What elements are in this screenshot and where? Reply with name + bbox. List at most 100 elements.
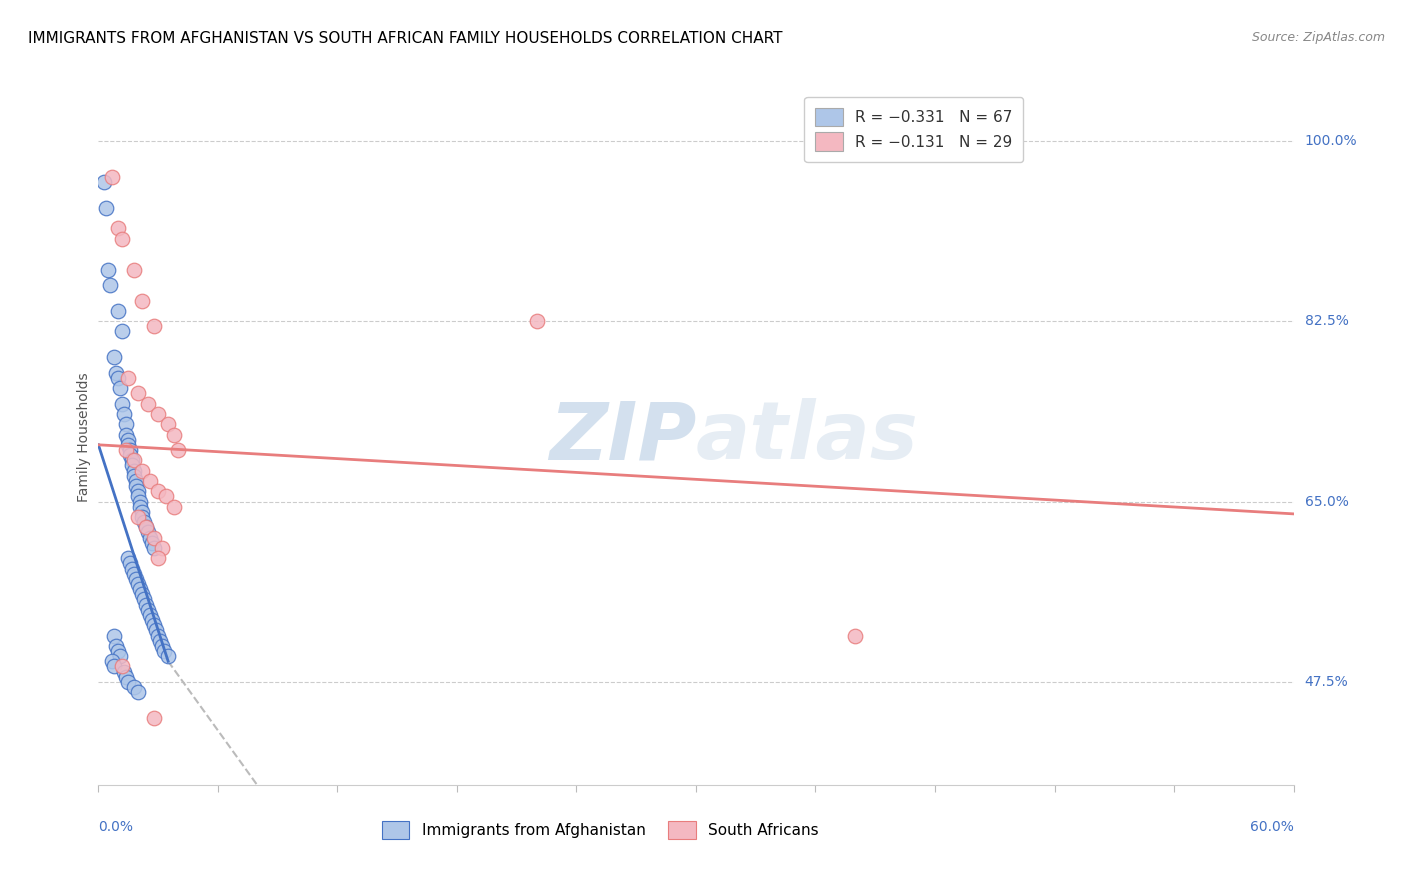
Point (120, 448, 142, 462)
Text: 47.5%: 47.5% (1305, 675, 1348, 689)
Point (111, 396, 134, 410)
Point (127, 386, 149, 401)
Point (136, 525, 159, 540)
Point (121, 453, 143, 467)
Point (148, 484, 170, 499)
Point (148, 628, 170, 642)
Point (98, 278, 122, 293)
Point (125, 474, 148, 488)
Point (112, 407, 135, 421)
Point (93, 175, 115, 189)
Point (117, 433, 139, 447)
Text: ZIP: ZIP (548, 398, 696, 476)
Point (135, 520, 157, 534)
Point (131, 293, 153, 308)
Point (125, 479, 148, 493)
Text: 65.0%: 65.0% (1305, 494, 1348, 508)
Point (167, 442, 190, 457)
Point (129, 500, 152, 514)
Point (125, 572, 148, 586)
Point (155, 489, 177, 503)
Point (107, 303, 129, 318)
Text: Source: ZipAtlas.com: Source: ZipAtlas.com (1251, 31, 1385, 45)
Point (124, 453, 146, 467)
Text: IMMIGRANTS FROM AFGHANISTAN VS SOUTH AFRICAN FAMILY HOUSEHOLDS CORRELATION CHART: IMMIGRANTS FROM AFGHANISTAN VS SOUTH AFR… (28, 31, 783, 46)
Text: atlas: atlas (696, 398, 918, 476)
Legend: Immigrants from Afghanistan, South Africans: Immigrants from Afghanistan, South Afric… (374, 813, 827, 847)
Point (526, 314, 548, 328)
Point (111, 659, 134, 673)
Point (124, 566, 146, 581)
Point (163, 427, 186, 442)
Point (117, 551, 139, 566)
Point (105, 366, 128, 380)
Point (127, 685, 149, 699)
Point (129, 494, 152, 508)
Point (97, 262, 120, 277)
Point (157, 649, 180, 664)
Point (136, 603, 159, 617)
Text: 0.0%: 0.0% (98, 820, 134, 834)
Point (117, 438, 139, 452)
Point (135, 520, 157, 534)
Point (136, 396, 159, 410)
Point (134, 592, 156, 607)
Point (153, 644, 176, 658)
Point (148, 551, 170, 566)
Point (143, 711, 166, 725)
Point (115, 670, 138, 684)
Point (124, 680, 146, 694)
Point (111, 325, 134, 339)
Point (141, 535, 163, 549)
Text: 100.0%: 100.0% (1305, 134, 1357, 148)
Text: 82.5%: 82.5% (1305, 314, 1348, 328)
Point (103, 659, 125, 673)
Point (115, 442, 138, 457)
Point (131, 505, 153, 519)
Point (150, 541, 173, 555)
Point (143, 541, 166, 555)
Text: 60.0%: 60.0% (1250, 820, 1294, 834)
Point (124, 262, 146, 277)
Point (131, 587, 153, 601)
Point (129, 582, 152, 596)
Point (124, 468, 146, 483)
Point (107, 221, 129, 235)
Point (112, 665, 135, 679)
Point (96, 201, 118, 215)
Point (103, 628, 125, 642)
Point (139, 474, 162, 488)
Point (150, 639, 173, 653)
Point (120, 442, 142, 457)
Point (148, 407, 170, 421)
Point (117, 674, 139, 689)
Point (141, 613, 163, 627)
Point (107, 371, 129, 385)
Point (117, 371, 139, 385)
Point (101, 654, 124, 668)
Point (143, 618, 166, 632)
Point (101, 169, 124, 184)
Point (134, 515, 156, 529)
Point (124, 464, 146, 478)
Point (149, 633, 172, 648)
Point (111, 232, 134, 246)
Point (115, 417, 138, 432)
Point (107, 644, 129, 658)
Point (145, 624, 167, 638)
Point (127, 577, 149, 591)
Y-axis label: Family Households: Family Households (77, 372, 91, 502)
Point (143, 319, 166, 334)
Point (121, 561, 143, 575)
Point (139, 607, 162, 622)
Point (103, 350, 125, 364)
Point (844, 628, 866, 642)
Point (163, 500, 186, 514)
Point (135, 598, 157, 612)
Point (131, 510, 153, 524)
Point (120, 557, 142, 571)
Point (110, 649, 132, 664)
Point (143, 531, 166, 545)
Point (115, 427, 138, 442)
Point (127, 484, 149, 499)
